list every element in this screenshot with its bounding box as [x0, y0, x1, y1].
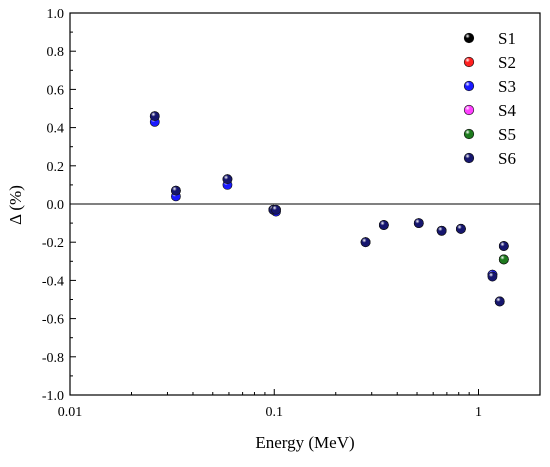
legend-label-s5: S5 — [498, 125, 516, 144]
y-tick-label: -0.8 — [42, 351, 64, 366]
legend-label-s6: S6 — [498, 149, 516, 168]
point-s6 — [487, 271, 498, 282]
y-tick-label: 1.0 — [47, 7, 65, 22]
y-tick-label: -0.6 — [42, 313, 64, 328]
point-s6 — [456, 223, 466, 234]
x-axis-ticks: 0.01 0.1 1 — [58, 389, 541, 420]
point-s6 — [436, 225, 447, 236]
x-tick-label: 0.01 — [58, 405, 83, 420]
point-s6 — [413, 218, 424, 228]
legend-label-s3: S3 — [498, 77, 516, 96]
legend-marker-s5 — [463, 128, 475, 140]
legend-label-s1: S1 — [498, 29, 516, 48]
y-tick-label: 0.2 — [47, 160, 65, 175]
x-tick-label: 0.1 — [266, 405, 284, 420]
x-tick-label: 1 — [475, 405, 482, 420]
legend-marker-s6 — [463, 152, 475, 164]
legend: S1 S2 S3 S4 S5 S6 — [463, 29, 516, 168]
legend-marker-s1 — [463, 32, 475, 44]
legend-marker-s2 — [463, 56, 475, 68]
point-s6 — [498, 241, 509, 251]
legend-label-s2: S2 — [498, 53, 516, 72]
point-s6 — [360, 237, 371, 248]
point-s6 — [171, 185, 181, 196]
y-tick-label: 0.6 — [47, 83, 65, 98]
point-s6 — [222, 174, 233, 185]
legend-label-s4: S4 — [498, 101, 516, 120]
data-points — [149, 111, 509, 307]
point-s6 — [378, 220, 389, 230]
y-tick-label: 0.0 — [47, 198, 65, 213]
y-tick-label: 0.8 — [47, 45, 65, 60]
point-s6 — [494, 296, 505, 307]
point-s5 — [498, 254, 509, 265]
y-tick-label: 0.4 — [47, 122, 65, 137]
y-axis-ticks: 1.0 0.8 0.6 0.4 0.2 0.0 -0.2 -0.4 -0.6 -0.8 -1.0 — [42, 7, 76, 404]
point-s6 — [149, 111, 160, 122]
x-axis-title: Energy (MeV) — [255, 433, 354, 452]
legend-marker-s3 — [463, 80, 475, 92]
y-tick-label: -0.2 — [42, 236, 64, 251]
point-s6 — [271, 204, 281, 215]
y-axis-title: Δ (%) — [6, 185, 25, 225]
y-tick-label: -1.0 — [42, 389, 64, 404]
y-tick-label: -0.4 — [42, 274, 64, 289]
legend-marker-s4 — [463, 104, 475, 116]
